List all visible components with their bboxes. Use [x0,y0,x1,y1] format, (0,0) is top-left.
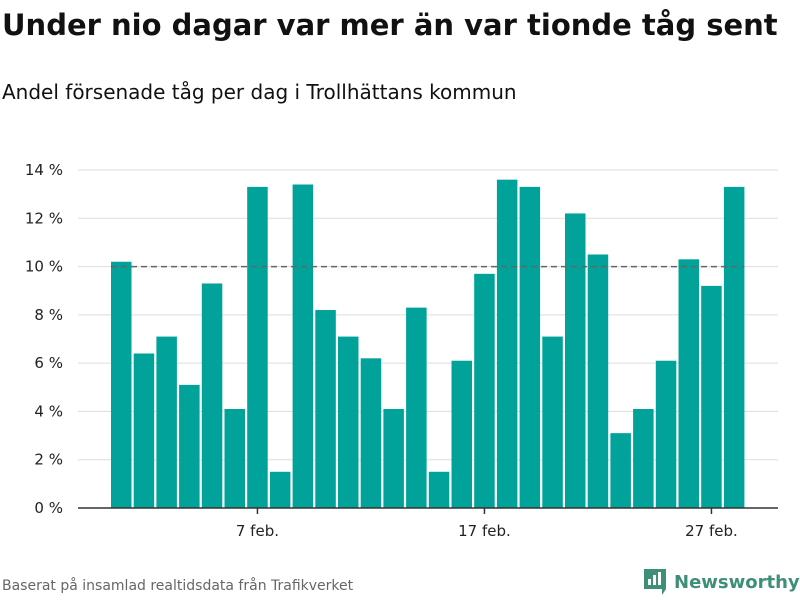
bar [701,285,722,508]
chart-title: Under nio dagar var mer än var tionde tå… [2,8,778,42]
x-tick-label: 7 feb. [236,522,279,540]
y-tick-label: 10 % [25,258,63,276]
brand-mark: Newsworthy [644,569,800,595]
y-tick-label: 6 % [34,354,63,372]
y-tick-label: 12 % [25,209,63,227]
bar [224,409,245,508]
bar [247,186,268,508]
bar [565,213,586,508]
x-tick-label: 17 feb. [458,522,511,540]
bar [338,336,359,508]
x-tick-label: 27 feb. [685,522,738,540]
bar [519,186,541,508]
brand-name: Newsworthy [674,571,800,593]
bar [201,283,223,508]
bar [383,409,404,508]
newsworthy-logo-icon [644,569,666,595]
bar [678,259,699,508]
y-tick-label: 14 % [25,161,63,179]
bar [723,186,745,508]
bar [360,358,382,508]
bar [133,353,155,508]
bar [633,409,654,508]
y-tick-label: 2 % [34,451,63,469]
bar [428,471,450,508]
bar [542,336,563,508]
bar [111,261,132,508]
bar [655,360,677,508]
bar [406,307,427,508]
bar [156,336,177,508]
bar [451,360,472,508]
y-tick-label: 8 % [34,306,63,324]
bar [269,471,291,508]
bar [610,433,631,508]
bar [587,254,609,508]
source-note: Baserat på insamlad realtidsdata från Tr… [2,578,354,594]
bar [292,184,314,508]
bar [474,273,495,508]
bar [496,179,518,508]
chart-subtitle: Andel försenade tåg per dag i Trollhätta… [2,80,517,104]
y-tick-label: 4 % [34,402,63,420]
bar [315,310,336,508]
y-tick-label: 0 % [34,499,63,517]
bar [179,384,200,508]
